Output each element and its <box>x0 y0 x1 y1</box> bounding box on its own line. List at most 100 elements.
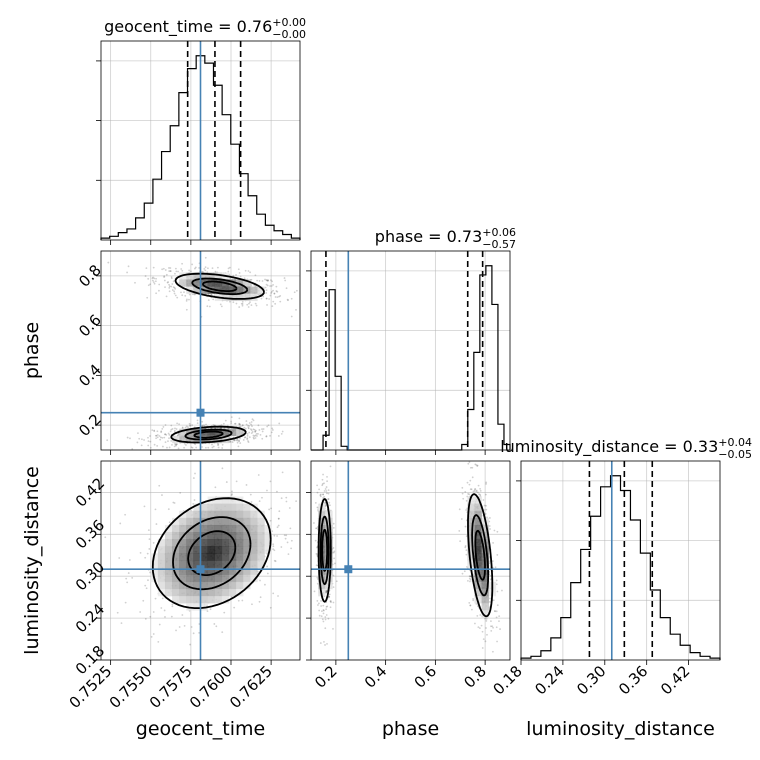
sample-point <box>475 490 478 493</box>
density-cell <box>207 539 216 547</box>
density-cell <box>474 560 482 568</box>
sample-point <box>304 544 306 546</box>
sample-point <box>185 444 187 446</box>
sample-point <box>152 541 155 544</box>
sample-point <box>250 304 253 307</box>
sample-point <box>238 423 241 425</box>
sample-point <box>106 439 109 442</box>
sample-point <box>290 547 293 550</box>
sample-point <box>484 665 486 667</box>
sample-point <box>474 622 476 625</box>
sample-point <box>229 440 232 443</box>
sample-point <box>325 605 328 608</box>
sample-point <box>185 425 188 428</box>
sample-point <box>275 285 278 288</box>
sample-point <box>493 610 496 612</box>
sample-point <box>224 419 227 422</box>
sample-point <box>248 302 250 305</box>
sample-point <box>238 306 241 308</box>
sample-point <box>156 445 159 447</box>
sample-point <box>265 435 268 438</box>
sample-point <box>252 419 255 422</box>
sample-point <box>238 272 241 274</box>
sample-point <box>247 306 250 308</box>
sample-point <box>257 424 260 427</box>
sample-point <box>285 534 288 537</box>
density-cell <box>467 510 475 519</box>
sample-point <box>323 495 326 498</box>
sample-point <box>188 269 191 272</box>
title-plus: +0.00 <box>272 16 306 29</box>
sample-point <box>266 489 268 492</box>
panel-plot-area <box>311 461 510 667</box>
scatter-panel-luminosity_distance-vs-geocent_time <box>96 460 306 665</box>
sample-point <box>172 501 175 504</box>
density-cell <box>474 532 482 540</box>
sample-point <box>173 292 176 295</box>
sample-point <box>481 647 484 649</box>
sample-point <box>253 437 255 440</box>
sample-point <box>181 262 183 265</box>
sample-point <box>238 440 240 442</box>
density-cell <box>221 596 230 604</box>
sample-point <box>484 640 487 643</box>
sample-point <box>319 493 322 496</box>
sample-point <box>319 642 322 644</box>
sample-point <box>152 276 154 279</box>
sample-point <box>149 440 152 443</box>
sample-point <box>496 604 499 607</box>
density-cell <box>481 610 489 618</box>
sample-point <box>233 606 236 609</box>
contour-line <box>191 277 249 296</box>
y-tick-label-luminosity_distance: 0.30 <box>72 558 108 594</box>
density-cell <box>179 435 187 444</box>
density-cell <box>207 588 216 597</box>
sample-point <box>269 294 272 297</box>
sample-point <box>320 600 322 602</box>
sample-point <box>269 606 272 609</box>
sample-point <box>306 313 308 315</box>
x-tick-label-phase: 0.8 <box>460 662 490 692</box>
sample-point <box>221 467 224 470</box>
sample-point <box>212 424 215 426</box>
density-cell <box>193 574 201 583</box>
sample-point <box>236 438 239 440</box>
sample-point <box>138 437 141 440</box>
sample-point <box>155 437 158 440</box>
sample-point <box>498 620 500 623</box>
sample-point <box>494 610 497 613</box>
density-cell <box>214 596 223 604</box>
density-cell <box>172 574 180 583</box>
sample-point <box>238 440 240 442</box>
density-cell <box>236 279 244 287</box>
density-cell <box>228 503 237 512</box>
sample-point <box>225 481 228 483</box>
scatter-panel-phase-vs-geocent_time <box>96 250 308 455</box>
sample-point <box>323 482 325 485</box>
sample-point <box>272 289 274 292</box>
sample-point <box>196 422 199 425</box>
density-cell <box>186 588 194 597</box>
density-cell <box>257 560 265 568</box>
sample-point <box>194 472 196 475</box>
density-cell <box>257 524 265 533</box>
density-cell <box>481 596 489 604</box>
density-cell <box>243 279 251 287</box>
sample-point <box>171 428 174 430</box>
sample-point <box>462 497 465 500</box>
sample-point <box>258 600 261 603</box>
contour-line <box>317 498 332 603</box>
sample-point <box>325 591 328 594</box>
sample-point <box>270 507 273 510</box>
sample-point <box>332 586 335 588</box>
sample-point <box>475 489 478 492</box>
sample-point <box>273 549 276 552</box>
sample-point <box>170 615 173 618</box>
density-cell <box>257 546 265 554</box>
density-cell <box>157 553 166 561</box>
sample-point <box>248 422 251 424</box>
sample-point <box>469 604 472 607</box>
sample-point <box>272 300 275 303</box>
sample-point <box>251 425 253 428</box>
axes-frame <box>310 460 511 661</box>
